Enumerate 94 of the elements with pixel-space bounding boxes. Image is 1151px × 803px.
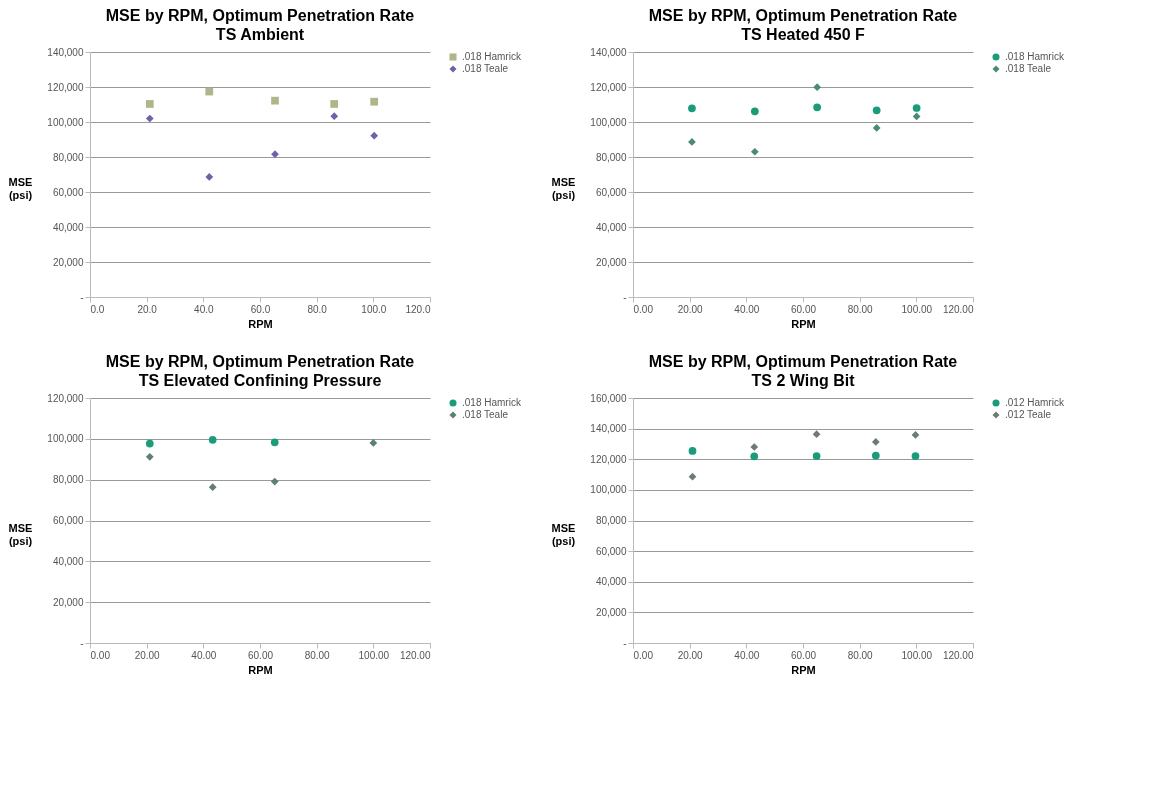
x-tick-label: 80.00 bbox=[304, 649, 331, 661]
x-tick-label: 0.0 bbox=[90, 303, 105, 315]
x-tick-label: 60.00 bbox=[790, 303, 817, 315]
legend-label: .018 Hamrick bbox=[1005, 51, 1065, 62]
y-tick-label: - bbox=[623, 291, 627, 303]
chart-subtitle: TS Ambient bbox=[215, 26, 305, 43]
y-tick-label: 20,000 bbox=[595, 606, 627, 618]
chart-subtitle: TS 2 Wing Bit bbox=[751, 372, 856, 389]
x-tick-label: 20.00 bbox=[677, 303, 704, 315]
y-tick-label: 40,000 bbox=[52, 555, 84, 567]
y-tick-label: 100,000 bbox=[590, 484, 627, 496]
x-tick-label: 60.0 bbox=[250, 303, 271, 315]
chart-subtitle: TS Heated 450 F bbox=[741, 26, 866, 43]
chart-title: MSE by RPM, Optimum Penetration Rate bbox=[648, 7, 958, 24]
y-tick-label: - bbox=[80, 637, 84, 649]
y-tick-label: 140,000 bbox=[590, 46, 627, 58]
y-tick-label: - bbox=[623, 637, 627, 649]
point bbox=[205, 173, 214, 181]
x-tick-label: 80.00 bbox=[847, 649, 874, 661]
x-axis-title: RPM bbox=[248, 317, 273, 330]
x-tick-label: 100.00 bbox=[901, 303, 933, 315]
y-axis-title: MSE (psi) bbox=[8, 521, 33, 547]
x-tick-label: 40.00 bbox=[191, 649, 217, 661]
x-tick-label: 40.0 bbox=[194, 303, 214, 315]
y-axis-title: MSE (psi) bbox=[551, 521, 576, 547]
y-tick-label: 80,000 bbox=[52, 474, 84, 486]
y-tick-label: 100,000 bbox=[47, 116, 84, 128]
chart-subtitle: TS Elevated Confining Pressure bbox=[138, 372, 382, 389]
y-tick-label: 60,000 bbox=[595, 186, 627, 198]
y-tick-label: 60,000 bbox=[52, 515, 84, 526]
x-tick-label: 40.00 bbox=[734, 303, 760, 315]
x-tick-label: 100.00 bbox=[358, 649, 390, 661]
y-tick-label: 40,000 bbox=[595, 576, 627, 588]
x-tick-label: 120.00 bbox=[399, 649, 431, 661]
y-tick-label: 20,000 bbox=[52, 596, 84, 608]
y-tick-label: 20,000 bbox=[595, 256, 627, 268]
y-tick-label: 160,000 bbox=[590, 392, 627, 404]
y-tick-label: 120,000 bbox=[590, 453, 627, 465]
x-tick-label: 80.0 bbox=[307, 303, 328, 315]
x-tick-label: 120.00 bbox=[942, 649, 974, 661]
x-axis-title: RPM bbox=[248, 663, 273, 676]
legend-label: .018 Teale bbox=[462, 63, 509, 74]
legend-label: .018 Teale bbox=[462, 409, 509, 420]
x-axis-title: RPM bbox=[791, 663, 816, 676]
x-tick-label: 20.0 bbox=[137, 303, 158, 315]
point bbox=[271, 96, 279, 105]
legend-label: .018 Teale bbox=[1005, 63, 1052, 74]
y-tick-label: 140,000 bbox=[590, 423, 627, 435]
x-tick-label: 80.00 bbox=[847, 303, 874, 315]
point bbox=[271, 150, 279, 159]
point bbox=[330, 112, 339, 121]
chart-title: MSE by RPM, Optimum Penetration Rate bbox=[105, 353, 415, 370]
y-tick-label: 20,000 bbox=[52, 256, 84, 268]
point bbox=[145, 114, 154, 123]
x-tick-label: 100.00 bbox=[901, 649, 933, 661]
y-tick-label: 100,000 bbox=[47, 433, 84, 445]
x-tick-label: 100.0 bbox=[361, 303, 387, 315]
y-tick-label: 120,000 bbox=[47, 392, 84, 404]
x-tick-label: 20.00 bbox=[134, 649, 161, 661]
x-tick-label: 60.00 bbox=[247, 649, 274, 661]
point bbox=[145, 100, 154, 108]
point bbox=[330, 100, 339, 108]
y-tick-label: - bbox=[80, 291, 84, 303]
y-tick-label: 40,000 bbox=[52, 221, 84, 233]
x-tick-label: 120.0 bbox=[405, 303, 431, 315]
x-tick-label: 0.00 bbox=[633, 303, 654, 315]
y-tick-label: 80,000 bbox=[595, 515, 627, 526]
y-tick-label: 40,000 bbox=[595, 221, 627, 233]
x-tick-label: 120.00 bbox=[942, 303, 974, 315]
y-tick-label: 140,000 bbox=[47, 46, 84, 58]
point bbox=[370, 97, 379, 106]
x-tick-label: 20.00 bbox=[677, 649, 704, 661]
chart-title: MSE by RPM, Optimum Penetration Rate bbox=[105, 7, 415, 24]
y-tick-label: 120,000 bbox=[590, 81, 627, 93]
legend-label: .018 Hamrick bbox=[462, 397, 522, 408]
point bbox=[205, 87, 214, 96]
y-tick-label: 120,000 bbox=[47, 81, 84, 93]
y-axis-title: MSE (psi) bbox=[8, 175, 33, 201]
x-tick-label: 0.00 bbox=[90, 649, 111, 661]
x-tick-label: 0.00 bbox=[633, 649, 654, 661]
x-axis-title: RPM bbox=[791, 317, 816, 330]
legend-label: .012 Hamrick bbox=[1005, 397, 1065, 408]
y-tick-label: 60,000 bbox=[52, 186, 84, 198]
y-tick-label: 60,000 bbox=[595, 545, 627, 557]
point bbox=[370, 131, 379, 140]
x-tick-label: 60.00 bbox=[790, 649, 817, 661]
x-tick-label: 40.00 bbox=[734, 649, 760, 661]
y-tick-label: 80,000 bbox=[52, 151, 84, 163]
chart-title: MSE by RPM, Optimum Penetration Rate bbox=[648, 353, 958, 370]
legend-label: .018 Hamrick bbox=[462, 51, 522, 62]
y-tick-label: 100,000 bbox=[590, 116, 627, 128]
legend-label: .012 Teale bbox=[1005, 409, 1052, 420]
y-axis-title: MSE (psi) bbox=[551, 175, 576, 201]
y-tick-label: 80,000 bbox=[595, 151, 627, 163]
